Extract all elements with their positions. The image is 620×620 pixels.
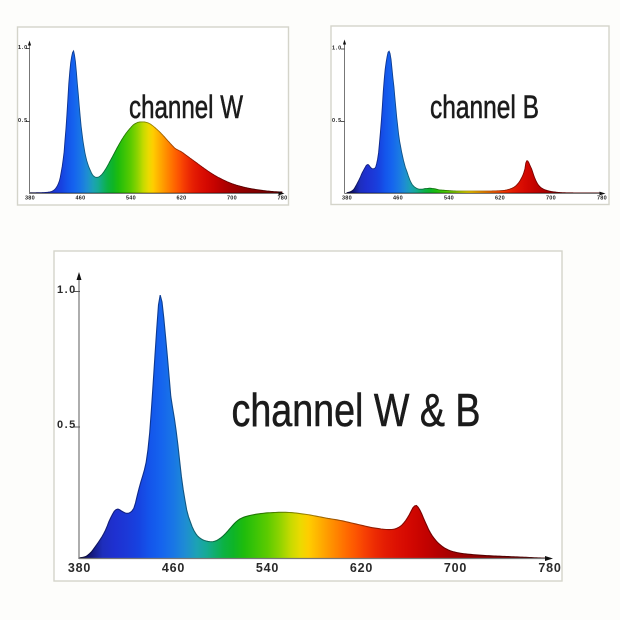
svg-text:540: 540	[126, 196, 136, 202]
svg-text:700: 700	[546, 196, 556, 202]
svg-text:460: 460	[393, 196, 403, 202]
svg-text:620: 620	[350, 561, 373, 575]
svg-text:1.0: 1.0	[57, 284, 77, 296]
svg-text:780: 780	[538, 561, 561, 575]
svg-text:380: 380	[342, 196, 352, 202]
svg-text:380: 380	[68, 561, 91, 575]
svg-text:0.5: 0.5	[18, 118, 28, 124]
svg-text:460: 460	[75, 196, 85, 202]
svg-text:0.5: 0.5	[57, 419, 77, 431]
svg-text:460: 460	[162, 561, 185, 575]
svg-text:780: 780	[277, 196, 287, 202]
svg-text:620: 620	[495, 196, 505, 202]
svg-text:1.0: 1.0	[18, 45, 28, 51]
svg-text:1.0: 1.0	[332, 46, 342, 52]
svg-text:540: 540	[256, 561, 279, 575]
svg-text:380: 380	[25, 196, 35, 202]
svg-text:780: 780	[597, 196, 607, 202]
svg-text:700: 700	[444, 561, 467, 575]
svg-text:channel W & B: channel W & B	[232, 384, 481, 436]
svg-text:0.5: 0.5	[332, 118, 342, 124]
svg-text:540: 540	[444, 196, 454, 202]
svg-text:700: 700	[227, 196, 237, 202]
svg-text:channel W: channel W	[129, 89, 244, 125]
svg-text:620: 620	[176, 196, 186, 202]
svg-text:channel B: channel B	[430, 89, 539, 125]
